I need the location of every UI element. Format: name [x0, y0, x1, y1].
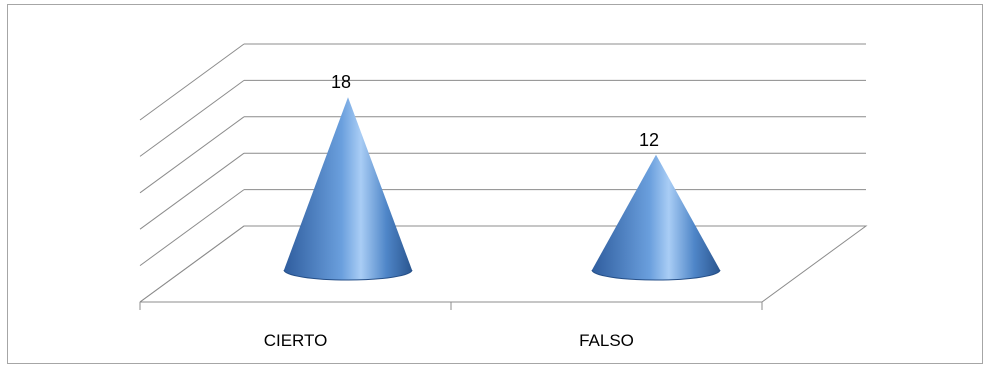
category-label-0: CIERTO — [264, 331, 328, 350]
side-gridline-2 — [139, 152, 245, 230]
cone-base-0 — [283, 269, 413, 281]
data-label-0: 18 — [331, 72, 351, 92]
side-gridline-1 — [139, 189, 245, 267]
label-layer: 18 CIERTO 12 FALSO — [264, 72, 659, 350]
grid-layer — [139, 43, 866, 303]
side-gridline-4 — [139, 79, 245, 157]
floor-outline — [139, 225, 868, 303]
side-gridline-3 — [139, 116, 245, 194]
chart-frame — [7, 4, 983, 364]
cone-falso — [591, 154, 721, 281]
cone-base-1 — [591, 269, 721, 281]
category-label-1: FALSO — [579, 331, 634, 350]
cone-body-0 — [284, 97, 412, 280]
cone-cierto — [283, 97, 413, 281]
cone-layer — [283, 97, 721, 281]
data-label-1: 12 — [639, 130, 659, 150]
axis-layer — [139, 225, 868, 310]
side-gridline-5 — [139, 43, 245, 121]
cone-body-1 — [592, 154, 720, 280]
